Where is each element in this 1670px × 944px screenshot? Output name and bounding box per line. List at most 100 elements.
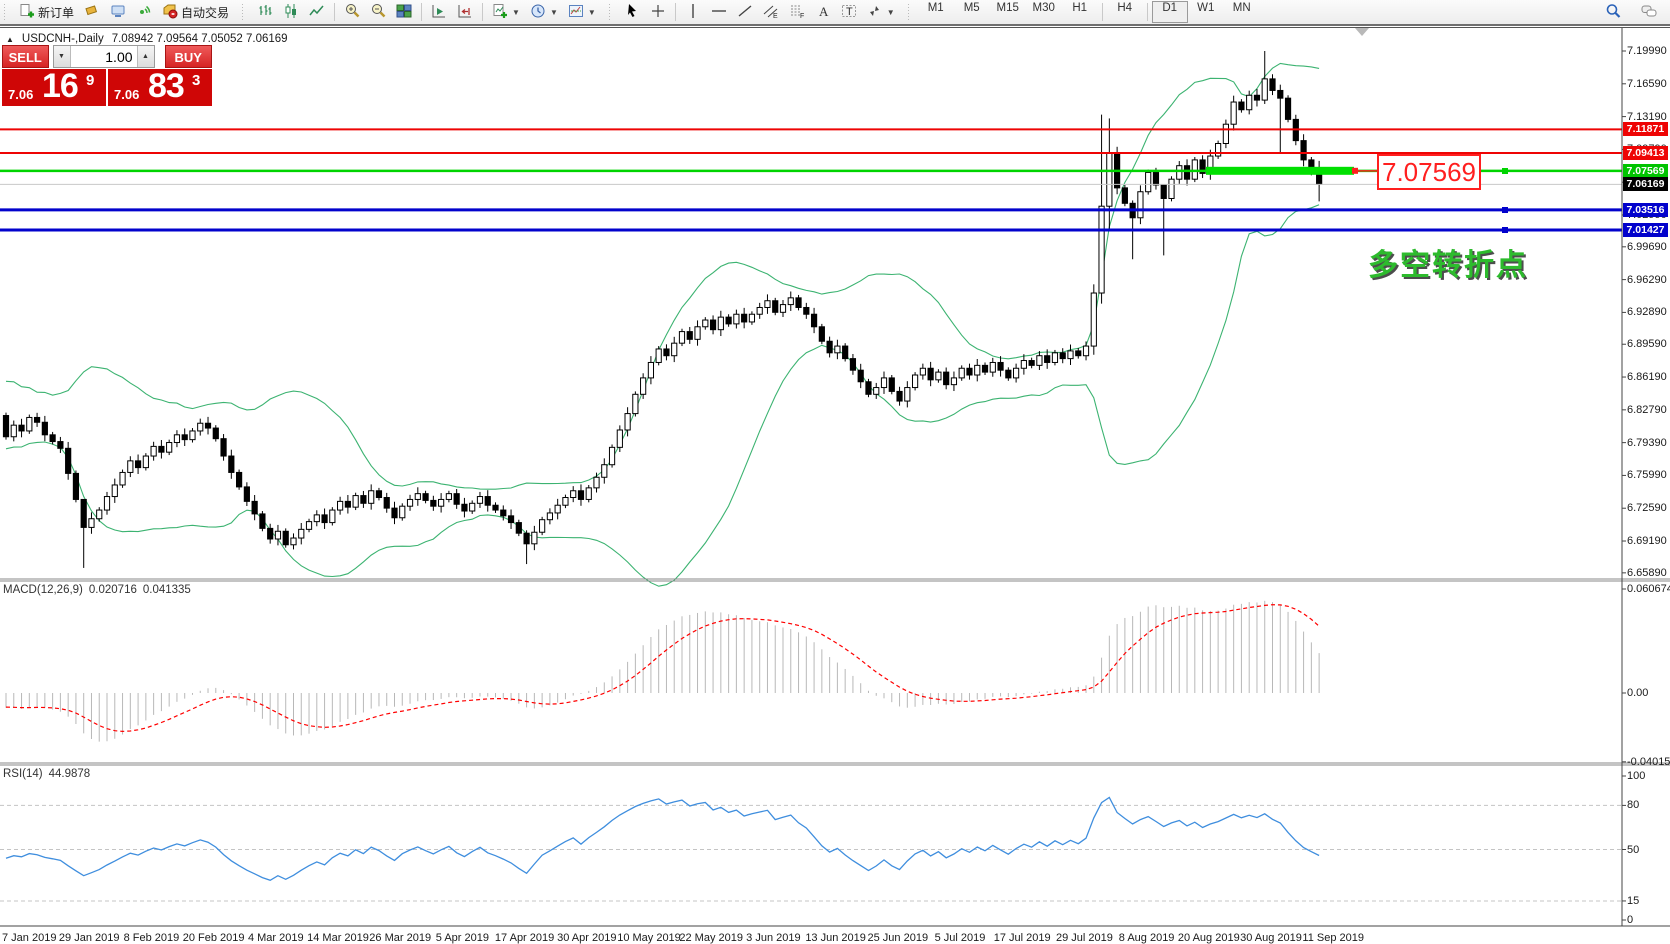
signals-button[interactable] xyxy=(131,0,157,24)
cursor-button[interactable] xyxy=(619,0,645,24)
date-tick-label: 22 May 2019 xyxy=(679,932,743,944)
hosting-icon xyxy=(110,3,126,22)
buy-quote[interactable]: 7.06 83 3 xyxy=(108,69,212,106)
toolbar-separator xyxy=(482,3,484,21)
equidistant-channel-button[interactable]: E xyxy=(758,0,784,24)
timeframe-h1-button[interactable]: H1 xyxy=(1072,2,1088,14)
date-tick-label: 26 Mar 2019 xyxy=(369,932,432,944)
toolbar-group-line-studies: E F A T ▼ xyxy=(615,0,904,24)
search-button[interactable] xyxy=(1600,0,1626,24)
chart-window[interactable]: ▲ USDCNH-,Daily 7.08942 7.09564 7.05052 … xyxy=(0,27,1670,944)
callout-anchor[interactable] xyxy=(1352,167,1358,174)
tile-windows-button[interactable] xyxy=(391,0,417,24)
macd-name: MACD(12,26,9) xyxy=(3,584,83,596)
toolbar-drag-handle[interactable] xyxy=(607,3,612,21)
price-tick-label: 7.19990 xyxy=(1627,45,1667,57)
gold-icon xyxy=(84,3,100,22)
date-tick-label: 5 Apr 2019 xyxy=(435,932,489,944)
timeframe-m5-button[interactable]: M5 xyxy=(963,2,980,14)
date-tick-label: 8 Aug 2019 xyxy=(1118,932,1175,944)
chat-button[interactable] xyxy=(1636,0,1662,24)
line-handle[interactable] xyxy=(1502,227,1508,234)
chart-title: ▲ USDCNH-,Daily 7.08942 7.09564 7.05052 … xyxy=(6,33,288,45)
rsi-tick-label: 50 xyxy=(1627,843,1640,856)
line-chart-button[interactable] xyxy=(304,0,330,24)
axis-frame xyxy=(0,28,1670,927)
price-tick-label: 6.72590 xyxy=(1627,502,1667,515)
thick-support-zone[interactable] xyxy=(1206,166,1354,175)
vertical-line-button[interactable] xyxy=(680,0,706,24)
price-level-box-7.11871: 7.11871 xyxy=(1623,122,1668,137)
arrows-dropdown-caret[interactable]: ▼ xyxy=(886,7,895,17)
search-icon xyxy=(1605,3,1621,22)
date-tick-label: 29 Jul 2019 xyxy=(1055,932,1113,944)
toolbar-group-timeframes: M1 M5 M15 M30 H1 H4 D1 W1 MN xyxy=(914,0,1264,24)
fibonacci-icon: F xyxy=(789,3,805,22)
volume-increase-button[interactable]: ▲ xyxy=(136,46,154,67)
price-tick-label: 7.16590 xyxy=(1627,77,1667,90)
toolbar-drag-handle[interactable] xyxy=(241,3,246,21)
gold-button[interactable] xyxy=(79,0,105,24)
hosting-button[interactable] xyxy=(105,0,131,24)
level-lines[interactable] xyxy=(0,128,1622,232)
bollinger-bands xyxy=(5,62,1320,587)
text-button[interactable]: A xyxy=(810,0,836,24)
text-label-button[interactable]: T xyxy=(836,0,862,24)
new-chart-dropdown-caret[interactable]: ▼ xyxy=(512,7,520,17)
template-dropdown-caret[interactable]: ▼ xyxy=(587,7,596,17)
timeframe-d1-button[interactable]: D1 xyxy=(1151,1,1188,23)
rsi-pane xyxy=(0,796,1622,902)
timeframe-m1-button[interactable]: M1 xyxy=(927,2,944,14)
line-handle[interactable] xyxy=(1502,206,1508,213)
volume-input[interactable] xyxy=(70,46,137,67)
toolbar-drag-handle[interactable] xyxy=(906,3,911,21)
date-tick-label: 20 Aug 2019 xyxy=(1177,932,1240,944)
chart-shift-button[interactable] xyxy=(452,0,478,24)
horizontal-line-icon xyxy=(711,3,727,22)
arrows-icon xyxy=(867,3,883,22)
sell-button[interactable]: SELL xyxy=(2,45,49,68)
auto-scroll-button[interactable] xyxy=(426,0,452,24)
rsi-tick-label: 80 xyxy=(1627,799,1640,812)
price-tick-label: 6.69190 xyxy=(1627,535,1667,548)
arrows-button[interactable]: ▼ xyxy=(862,0,900,24)
timeframe-m30-button[interactable]: M30 xyxy=(1032,2,1055,14)
candles-chart-button[interactable] xyxy=(278,0,304,24)
volume-decrease-button[interactable]: ▼ xyxy=(53,46,71,67)
new-chart-icon xyxy=(492,3,508,22)
timeframe-w1-button[interactable]: W1 xyxy=(1197,2,1215,14)
signals-icon xyxy=(136,3,152,22)
collapse-arrow-icon[interactable] xyxy=(1355,28,1369,36)
timeframe-m15-button[interactable]: M15 xyxy=(996,2,1019,14)
timeframe-mn-button[interactable]: MN xyxy=(1232,2,1251,14)
period-clock-dropdown-caret[interactable]: ▼ xyxy=(549,7,558,17)
zoom-in-button[interactable] xyxy=(339,0,365,24)
template-icon xyxy=(568,3,584,22)
trendline-button[interactable] xyxy=(732,0,758,24)
timeframe-h4-button[interactable]: H4 xyxy=(1117,2,1133,14)
toolbar-right-icons xyxy=(1600,0,1670,24)
svg-text:A: A xyxy=(819,4,829,19)
bars-chart-button[interactable] xyxy=(252,0,278,24)
price-tick-label: 6.92890 xyxy=(1627,306,1667,319)
period-clock-button[interactable]: ▼ xyxy=(525,0,563,24)
price-callout[interactable]: 7.07569 xyxy=(1377,154,1481,190)
new-order-button[interactable]: 新订单 xyxy=(14,0,79,24)
template-button[interactable]: ▼ xyxy=(563,0,601,24)
new-chart-button[interactable]: ▼ xyxy=(487,0,525,24)
line-handle[interactable] xyxy=(1502,167,1508,174)
autotrading-button[interactable]: 自动交易 xyxy=(157,0,234,24)
price-chart-canvas[interactable] xyxy=(0,28,1670,944)
horizontal-line-button[interactable] xyxy=(706,0,732,24)
zoom-out-button[interactable] xyxy=(365,0,391,24)
chat-icon xyxy=(1641,3,1657,22)
toolbar-drag-handle[interactable] xyxy=(3,3,7,21)
fibonacci-button[interactable]: F xyxy=(784,0,810,24)
price-level-box-7.01427: 7.01427 xyxy=(1623,223,1668,238)
date-tick-label: 17 Apr 2019 xyxy=(494,932,555,944)
buy-button[interactable]: BUY xyxy=(164,45,212,68)
turning-point-annotation[interactable]: 多空转折点 xyxy=(1368,249,1528,282)
crosshair-button[interactable] xyxy=(645,0,671,24)
date-tick-label: 3 Jun 2019 xyxy=(746,932,801,944)
sell-quote[interactable]: 7.06 16 9 xyxy=(2,69,106,106)
